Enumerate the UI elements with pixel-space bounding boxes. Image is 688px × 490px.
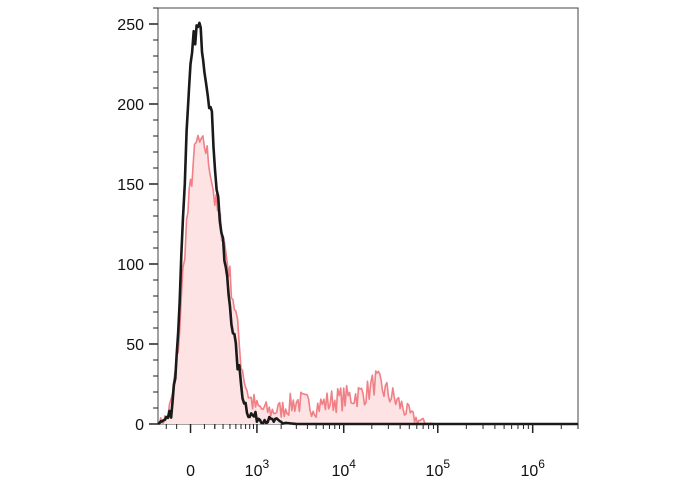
y-tick-label-250: 250	[117, 17, 144, 34]
y-tick-label-0: 0	[135, 417, 144, 434]
x-tick-label-100000: 105	[426, 457, 451, 480]
y-axis: 0 50 100 150 200 250	[117, 7, 158, 434]
x-tick-label-1000: 103	[245, 457, 270, 480]
x-axis: 0 103 104 105 106	[165, 424, 579, 480]
x-tick-label-10000: 104	[331, 457, 356, 480]
y-tick-label-100: 100	[117, 257, 144, 274]
y-tick-label-150: 150	[117, 177, 144, 194]
x-tick-label-1000000: 106	[520, 457, 545, 480]
series-layer	[157, 21, 578, 426]
x-tick-label-0: 0	[186, 463, 195, 480]
series-1-fill	[158, 135, 578, 424]
y-tick-label-50: 50	[126, 337, 144, 354]
series-2-line	[157, 21, 578, 426]
y-tick-label-200: 200	[117, 97, 144, 114]
